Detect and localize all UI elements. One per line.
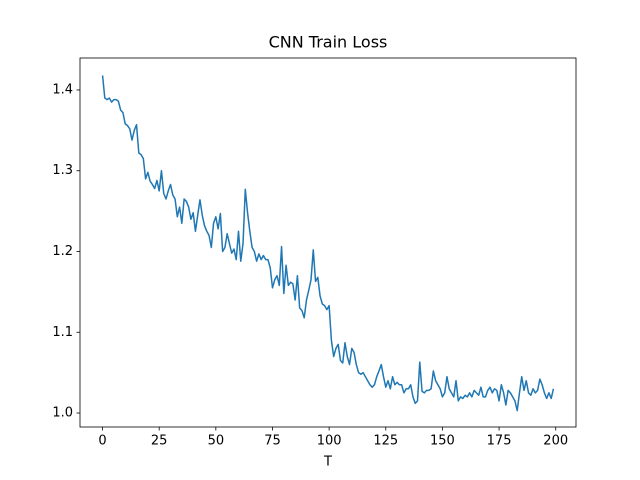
x-tick-label: 125 [373,434,398,449]
x-tick-label: 150 [430,434,455,449]
y-tick-label: 1.4 [52,82,73,97]
x-tick-label: 25 [151,434,168,449]
chart-title: CNN Train Loss [269,33,388,52]
data-line [101,75,555,412]
x-tick-label: 75 [264,434,281,449]
x-tick-label: 100 [317,434,342,449]
y-tick-label: 1.1 [52,325,73,340]
plot-frame [79,57,577,428]
x-tick-label: 175 [487,434,512,449]
x-axis-label: T [323,455,332,470]
y-tick-label: 1.2 [52,244,73,259]
x-tick-label: 200 [543,434,568,449]
x-tick-label: 50 [208,434,225,449]
y-tick-label: 1.0 [52,406,73,421]
x-tick-label: 0 [98,434,106,449]
y-tick-label: 1.3 [52,163,73,178]
